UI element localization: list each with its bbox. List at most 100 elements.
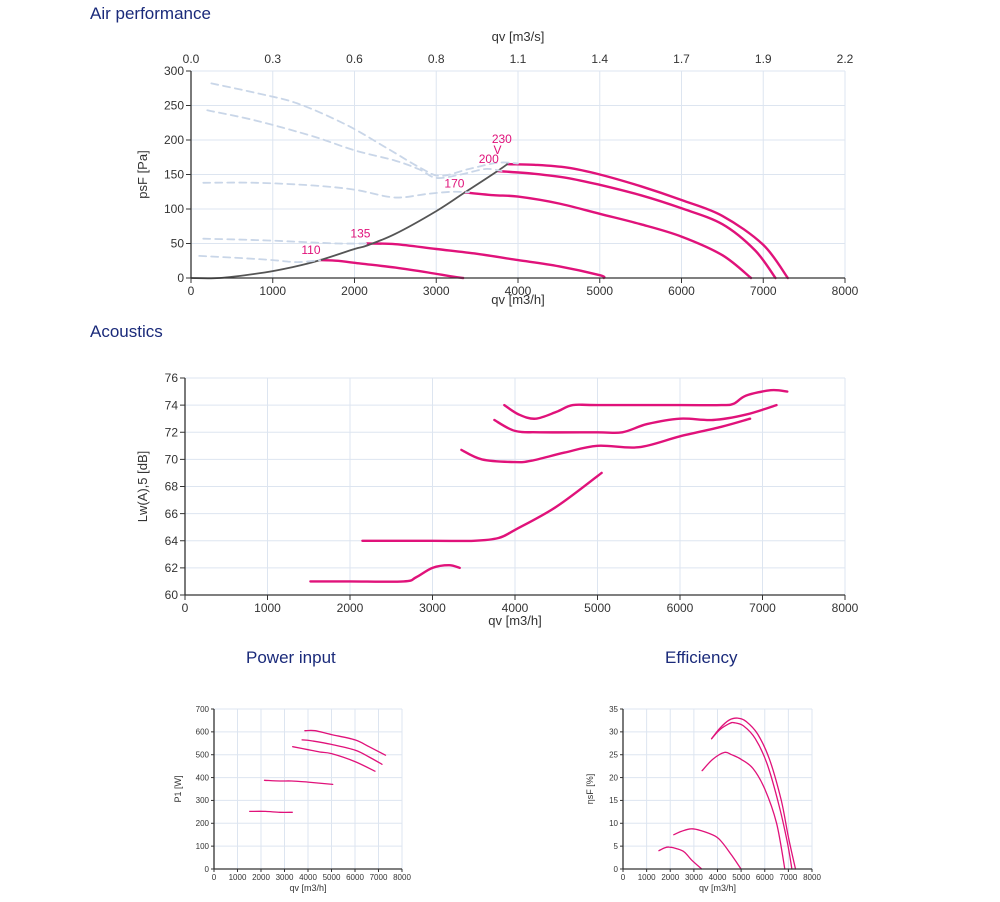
series-110-line (319, 258, 465, 280)
series-200-line (496, 169, 777, 280)
y-tick-label: 72 (165, 425, 179, 439)
series-dashed-5-line (198, 255, 322, 263)
y-tick-label: 0 (177, 271, 184, 285)
axes: 0 1000 2000 3000 4000 5000 6000 7000 8000 0 100 200… (173, 705, 411, 893)
series-group (190, 82, 789, 280)
series-135-line (673, 828, 742, 870)
x-tick-label: 5000 (584, 601, 611, 615)
series-110-line (309, 564, 461, 583)
x-tick-label: 4000 (505, 284, 532, 298)
x-tick-label: 3000 (276, 873, 294, 882)
y-tick-label: 35 (609, 705, 618, 714)
y-tick-label: 60 (165, 588, 179, 602)
y-tick-label: 70 (165, 453, 179, 467)
x2-tick-label: 0.0 (183, 52, 200, 66)
air-performance-chart: 0 1000 2000 3000 4000 5000 6000 7000 8000 0 50 100 1… (135, 29, 859, 307)
y-tick-label: 700 (196, 705, 210, 714)
y-axis-label: P1 [W] (173, 775, 183, 802)
y-tick-label: 25 (609, 751, 618, 760)
x-tick-label: 1000 (254, 601, 281, 615)
x-tick-label: 7000 (750, 284, 777, 298)
y-tick-label: 200 (196, 819, 210, 828)
acoustics-chart: 0 1000 2000 3000 4000 5000 6000 7000 8000 60 62 64 6… (135, 371, 859, 628)
x2-tick-label: 1.4 (591, 52, 608, 66)
x2-tick-label: 2.2 (837, 52, 854, 66)
series-170-line (460, 417, 752, 464)
y-axis-label: Lw(A),5 [dB] (135, 451, 150, 523)
y-tick-label: 5 (614, 842, 619, 851)
series-230-line (506, 162, 789, 280)
efficiency-chart: 0 1000 2000 3000 4000 5000 6000 7000 8000 0 5 10 15 2… (585, 705, 821, 893)
x-tick-label: 1000 (229, 873, 247, 882)
series-110-line (658, 846, 703, 870)
series-dashed-1-line (210, 82, 519, 177)
y-tick-label: 600 (196, 728, 210, 737)
section-title-acoustics: Acoustics (90, 322, 163, 341)
y-tick-label: 10 (609, 819, 618, 828)
x-tick-label: 6000 (756, 873, 774, 882)
series-200-line (493, 403, 778, 435)
x-tick-label: 0 (182, 601, 189, 615)
x-axis-label: qv [m3/h] (488, 613, 541, 628)
x-axis-label: qv [m3/h] (491, 292, 544, 307)
y-tick-label: 500 (196, 751, 210, 760)
series-200-line (301, 739, 383, 765)
series-dashed-4-line (202, 237, 368, 245)
series-dashed-3-line (202, 181, 470, 199)
y-tick-label: 76 (165, 371, 179, 385)
x-tick-label: 4000 (709, 873, 727, 882)
curve-label-230: 230 (492, 132, 512, 146)
x-tick-label: 8000 (832, 284, 859, 298)
x-tick-label: 4000 (299, 873, 317, 882)
x-tick-label: 6000 (346, 873, 364, 882)
y-tick-label: 100 (196, 842, 210, 851)
power-input-chart: 0 1000 2000 3000 4000 5000 6000 7000 8000 0 100 200… (173, 705, 411, 893)
series-135-line (361, 471, 603, 543)
y-tick-label: 400 (196, 773, 210, 782)
series-200-line (710, 721, 793, 870)
x2-tick-label: 0.6 (346, 52, 363, 66)
x-tick-label: 7000 (370, 873, 388, 882)
curve-label-170: 170 (444, 177, 464, 191)
series-230-line (710, 717, 797, 870)
x-tick-label: 6000 (668, 284, 695, 298)
y-axis-label: ηsF [%] (585, 774, 595, 805)
series-230-line (304, 729, 387, 756)
x2-tick-label: 0.8 (428, 52, 445, 66)
series-system-line (190, 163, 509, 280)
section-title-power-input: Power input (246, 648, 336, 667)
series-group (249, 729, 387, 814)
curve-label-200: 200 (479, 152, 499, 166)
x-tick-label: 0 (212, 873, 217, 882)
x-tick-label: 3000 (685, 873, 703, 882)
y-tick-label: 300 (164, 64, 184, 78)
x-axis-label: qv [m3/h] (699, 883, 736, 893)
x-tick-label: 1000 (638, 873, 656, 882)
series-170-line (463, 191, 753, 280)
x2-tick-label: 1.1 (510, 52, 527, 66)
x2-axis-label: qv [m3/s] (492, 29, 545, 44)
y-tick-label: 250 (164, 99, 184, 113)
curve-label-135: 135 (350, 226, 370, 240)
series-170-line (292, 746, 376, 772)
x-tick-label: 2000 (337, 601, 364, 615)
y-tick-label: 74 (165, 398, 179, 412)
section-title-air-performance: Air performance (90, 4, 211, 23)
curve-label-V: V (493, 143, 501, 157)
axes: 0 1000 2000 3000 4000 5000 6000 7000 8000 0 50 100 1… (135, 29, 859, 307)
y-tick-label: 150 (164, 168, 184, 182)
x-tick-label: 3000 (423, 284, 450, 298)
y-tick-label: 50 (171, 237, 185, 251)
x-tick-label: 5000 (323, 873, 341, 882)
grid (214, 708, 403, 869)
grid (191, 70, 846, 278)
y-tick-label: 200 (164, 133, 184, 147)
axes: 0 1000 2000 3000 4000 5000 6000 7000 8000 0 5 10 15 2… (585, 705, 821, 893)
series-110-line (249, 810, 293, 814)
x-tick-label: 0 (188, 284, 195, 298)
y-tick-label: 0 (614, 865, 619, 874)
grid (185, 377, 846, 595)
y-tick-label: 62 (165, 561, 179, 575)
x-tick-label: 1000 (259, 284, 286, 298)
